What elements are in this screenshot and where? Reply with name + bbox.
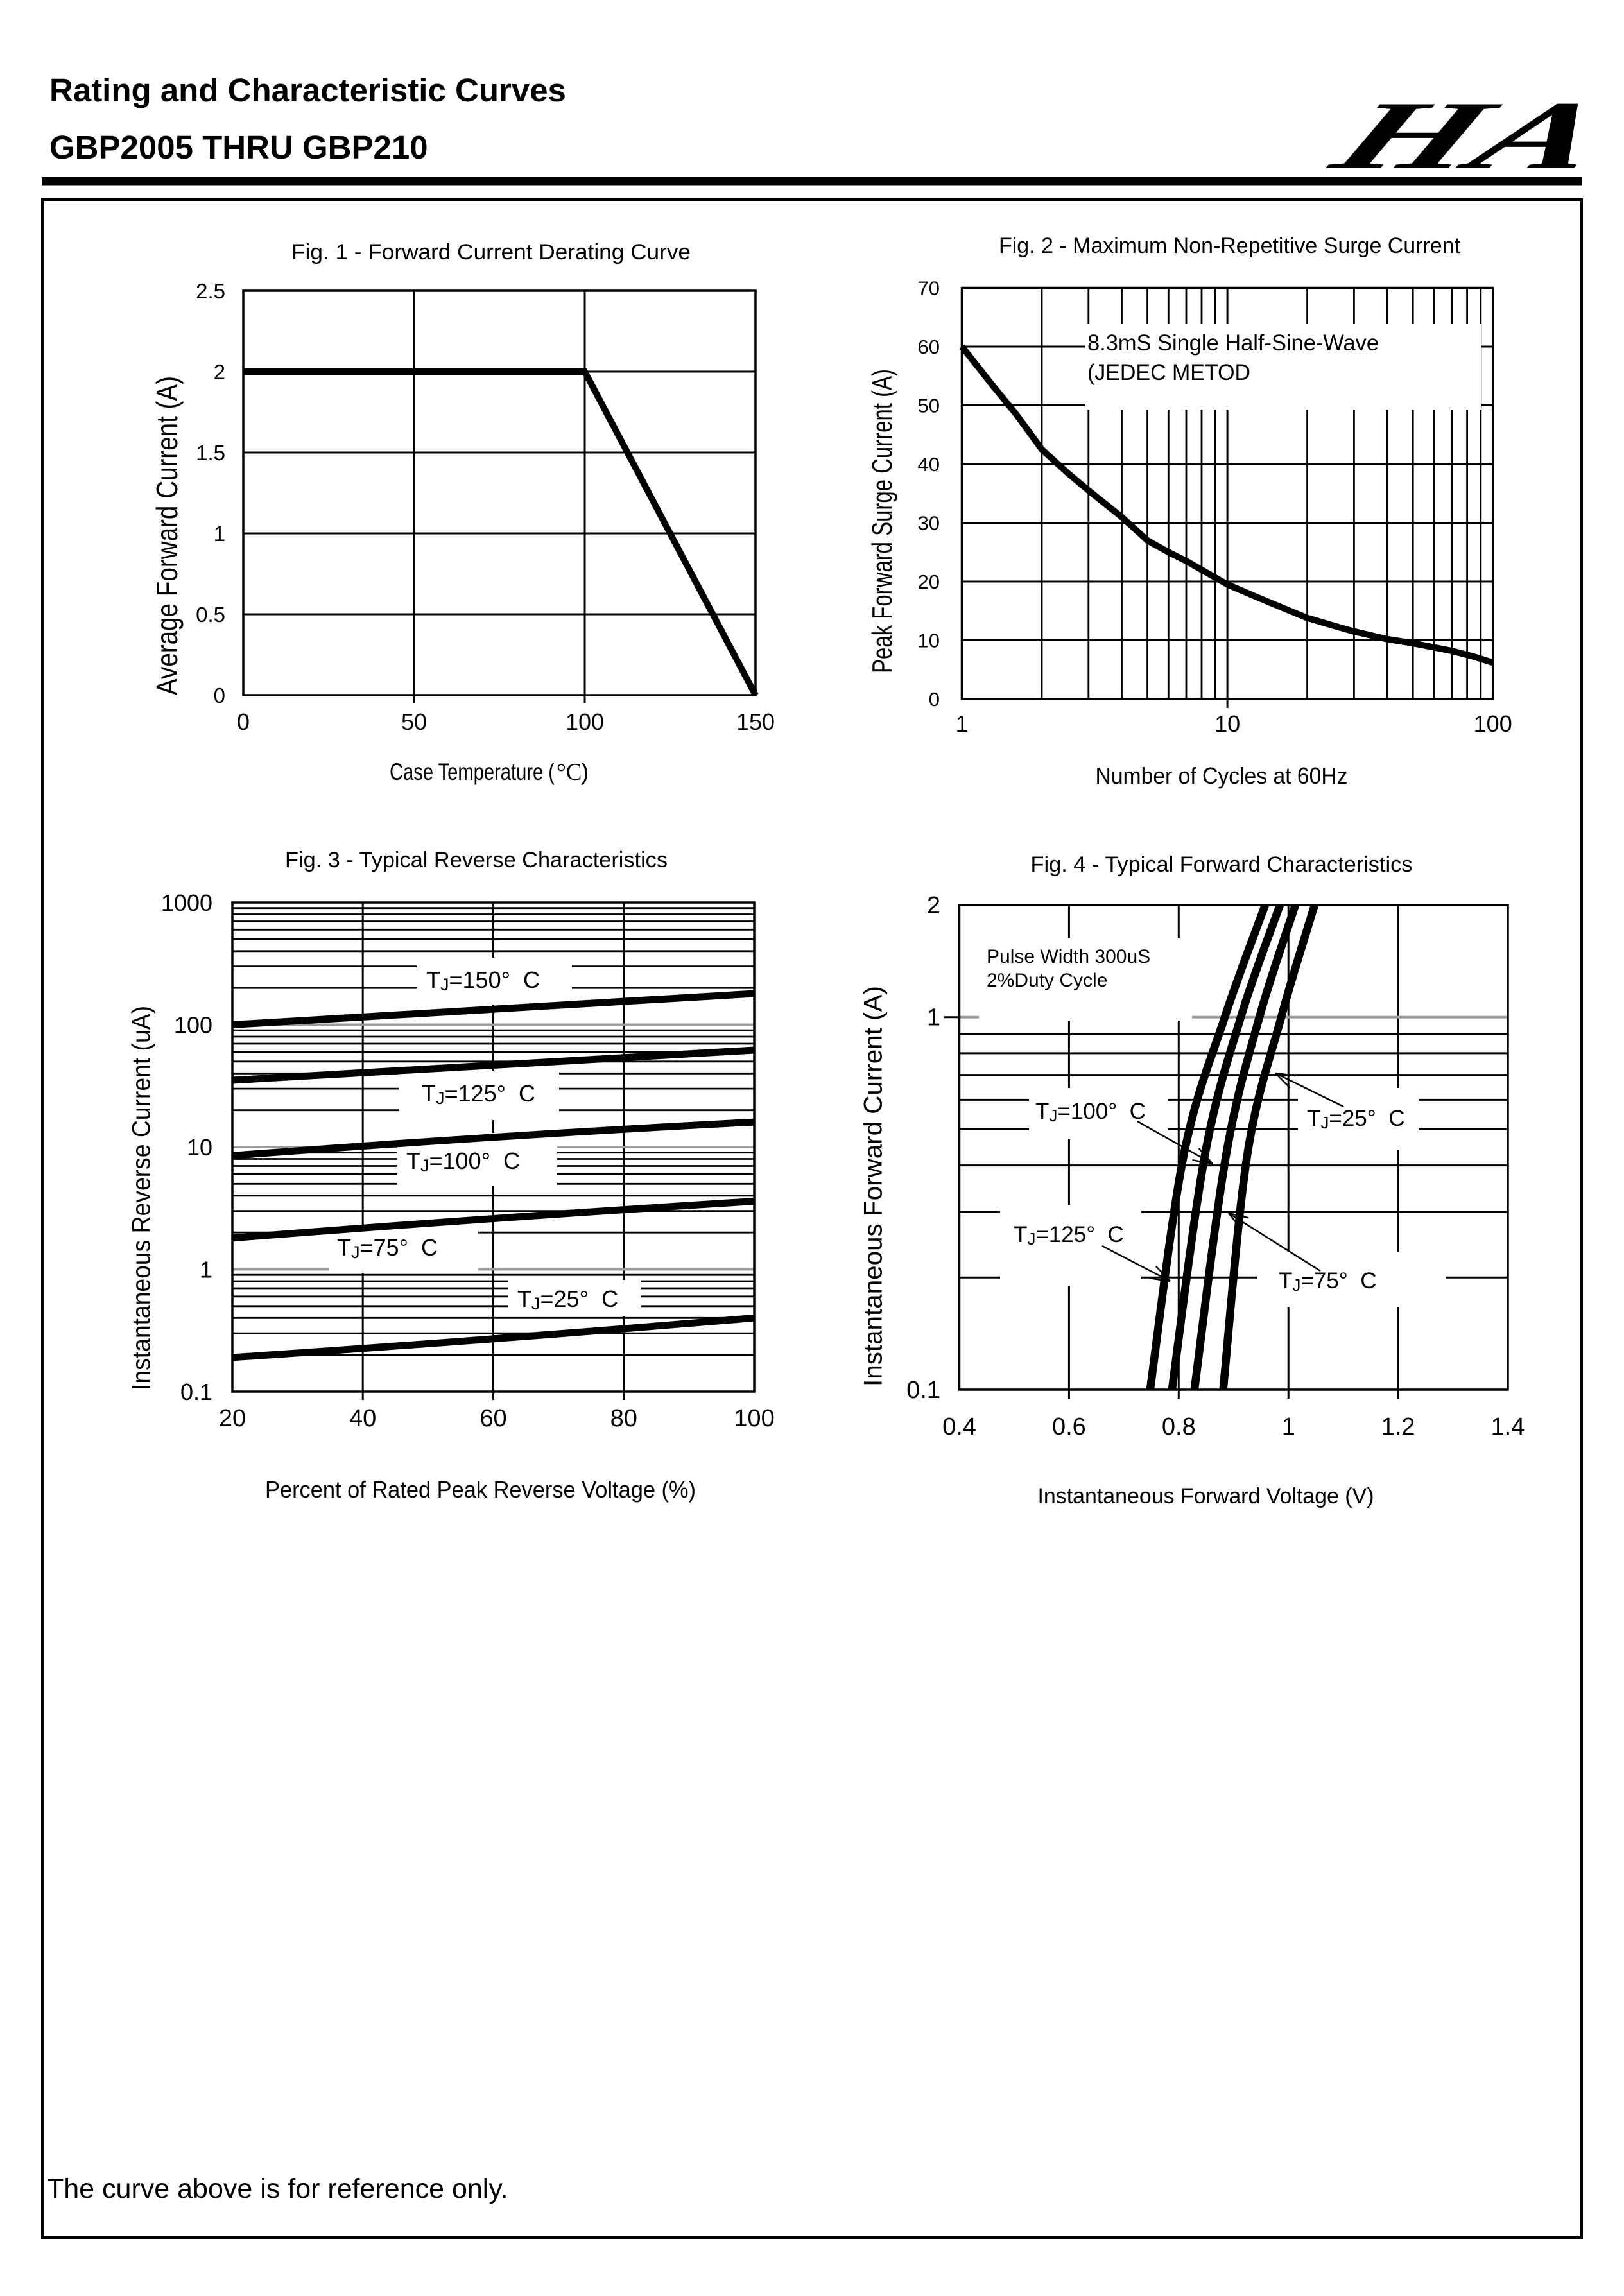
svg-text:0.5: 0.5 [196, 603, 225, 626]
svg-text:1.4: 1.4 [1491, 1413, 1525, 1440]
svg-text:Fig. 4 - Typical Forward Chara: Fig. 4 - Typical Forward Characteristics [1031, 852, 1413, 877]
svg-text:TJ=75° C: TJ=75° C [1279, 1268, 1377, 1295]
svg-text:8.3mS Single Half-Sine-Wave: 8.3mS Single Half-Sine-Wave [1087, 331, 1379, 356]
svg-text:2: 2 [927, 892, 940, 919]
svg-text:100: 100 [1474, 711, 1512, 737]
svg-text:100: 100 [566, 709, 604, 735]
svg-text:0.6: 0.6 [1052, 1413, 1086, 1440]
svg-text:HA: HA [1313, 82, 1624, 189]
svg-text:80: 80 [610, 1405, 637, 1432]
svg-text:70: 70 [918, 277, 940, 300]
svg-text:50: 50 [918, 395, 940, 417]
svg-text:2.5: 2.5 [196, 279, 225, 303]
svg-text:0.8: 0.8 [1162, 1413, 1196, 1440]
svg-text:1: 1 [955, 711, 968, 737]
svg-text:Average Forward Current (A): Average Forward Current (A) [150, 376, 184, 695]
svg-text:20: 20 [918, 571, 940, 593]
svg-text:Instantaneous Forward Current: Instantaneous Forward Current (A) [860, 986, 888, 1386]
svg-text:Fig. 3 - Typical Reverse Chara: Fig. 3 - Typical Reverse Characteristics [285, 848, 668, 872]
svg-text:Fig. 1 - Forward Current Derat: Fig. 1 - Forward Current Derating Curve [291, 240, 691, 264]
svg-text:40: 40 [918, 453, 940, 476]
svg-text:GBP2005 THRU GBP210: GBP2005 THRU GBP210 [49, 129, 428, 166]
svg-text:1000: 1000 [161, 890, 212, 916]
svg-text:100: 100 [734, 1405, 774, 1432]
svg-text:1: 1 [1282, 1413, 1295, 1440]
svg-text:2: 2 [214, 360, 225, 384]
svg-text:Number of Cycles at 60Hz: Number of Cycles at 60Hz [1096, 763, 1348, 789]
svg-text:0: 0 [214, 684, 225, 707]
svg-text:0: 0 [929, 688, 940, 711]
svg-text:1: 1 [200, 1257, 212, 1283]
svg-text:Case Temperature (: Case Temperature ( [390, 759, 555, 785]
svg-text:Rating and Characteristic Curv: Rating and Characteristic Curves [49, 72, 566, 108]
svg-text:2%Duty Cycle: 2%Duty Cycle [987, 970, 1107, 991]
svg-text:0.1: 0.1 [906, 1377, 940, 1404]
svg-text:100: 100 [174, 1012, 212, 1039]
svg-text:The curve above is for referen: The curve above is for reference only. [47, 2173, 508, 2204]
svg-text:0: 0 [237, 709, 250, 735]
svg-text:0.1: 0.1 [180, 1379, 212, 1405]
svg-text:Instantaneous Forward Voltage: Instantaneous Forward Voltage (V) [1038, 1484, 1374, 1508]
svg-text:20: 20 [219, 1405, 246, 1432]
svg-text:°C: °C [557, 759, 582, 786]
svg-text:Peak Forward Surge Current (A): Peak Forward Surge Current (A) [867, 369, 898, 673]
svg-text:1.2: 1.2 [1381, 1413, 1415, 1440]
svg-text:10: 10 [1214, 711, 1240, 737]
svg-text:1: 1 [214, 522, 225, 546]
svg-text:): ) [581, 759, 589, 785]
svg-text:1.5: 1.5 [196, 441, 225, 465]
svg-text:10: 10 [187, 1134, 212, 1161]
svg-text:10: 10 [918, 630, 940, 652]
svg-text:Fig. 2 - Maximum Non-Repetitiv: Fig. 2 - Maximum Non-Repetitive Surge Cu… [999, 234, 1461, 258]
svg-text:40: 40 [349, 1405, 376, 1432]
svg-text:Instantaneous Reverse Current: Instantaneous Reverse Current (uA) [128, 1006, 156, 1390]
svg-text:(JEDEC METOD: (JEDEC METOD [1087, 360, 1250, 385]
svg-text:Percent of Rated Peak Reverse: Percent of Rated Peak Reverse Voltage (%… [265, 1476, 696, 1503]
svg-text:Pulse Width 300uS: Pulse Width 300uS [987, 946, 1150, 967]
svg-text:60: 60 [918, 336, 940, 358]
svg-text:60: 60 [479, 1405, 506, 1432]
svg-text:TJ=100° C: TJ=100° C [406, 1148, 520, 1175]
svg-text:30: 30 [918, 512, 940, 535]
svg-text:150: 150 [736, 709, 775, 735]
svg-text:50: 50 [401, 709, 427, 735]
svg-text:0.4: 0.4 [942, 1413, 976, 1440]
svg-text:1: 1 [927, 1005, 940, 1031]
